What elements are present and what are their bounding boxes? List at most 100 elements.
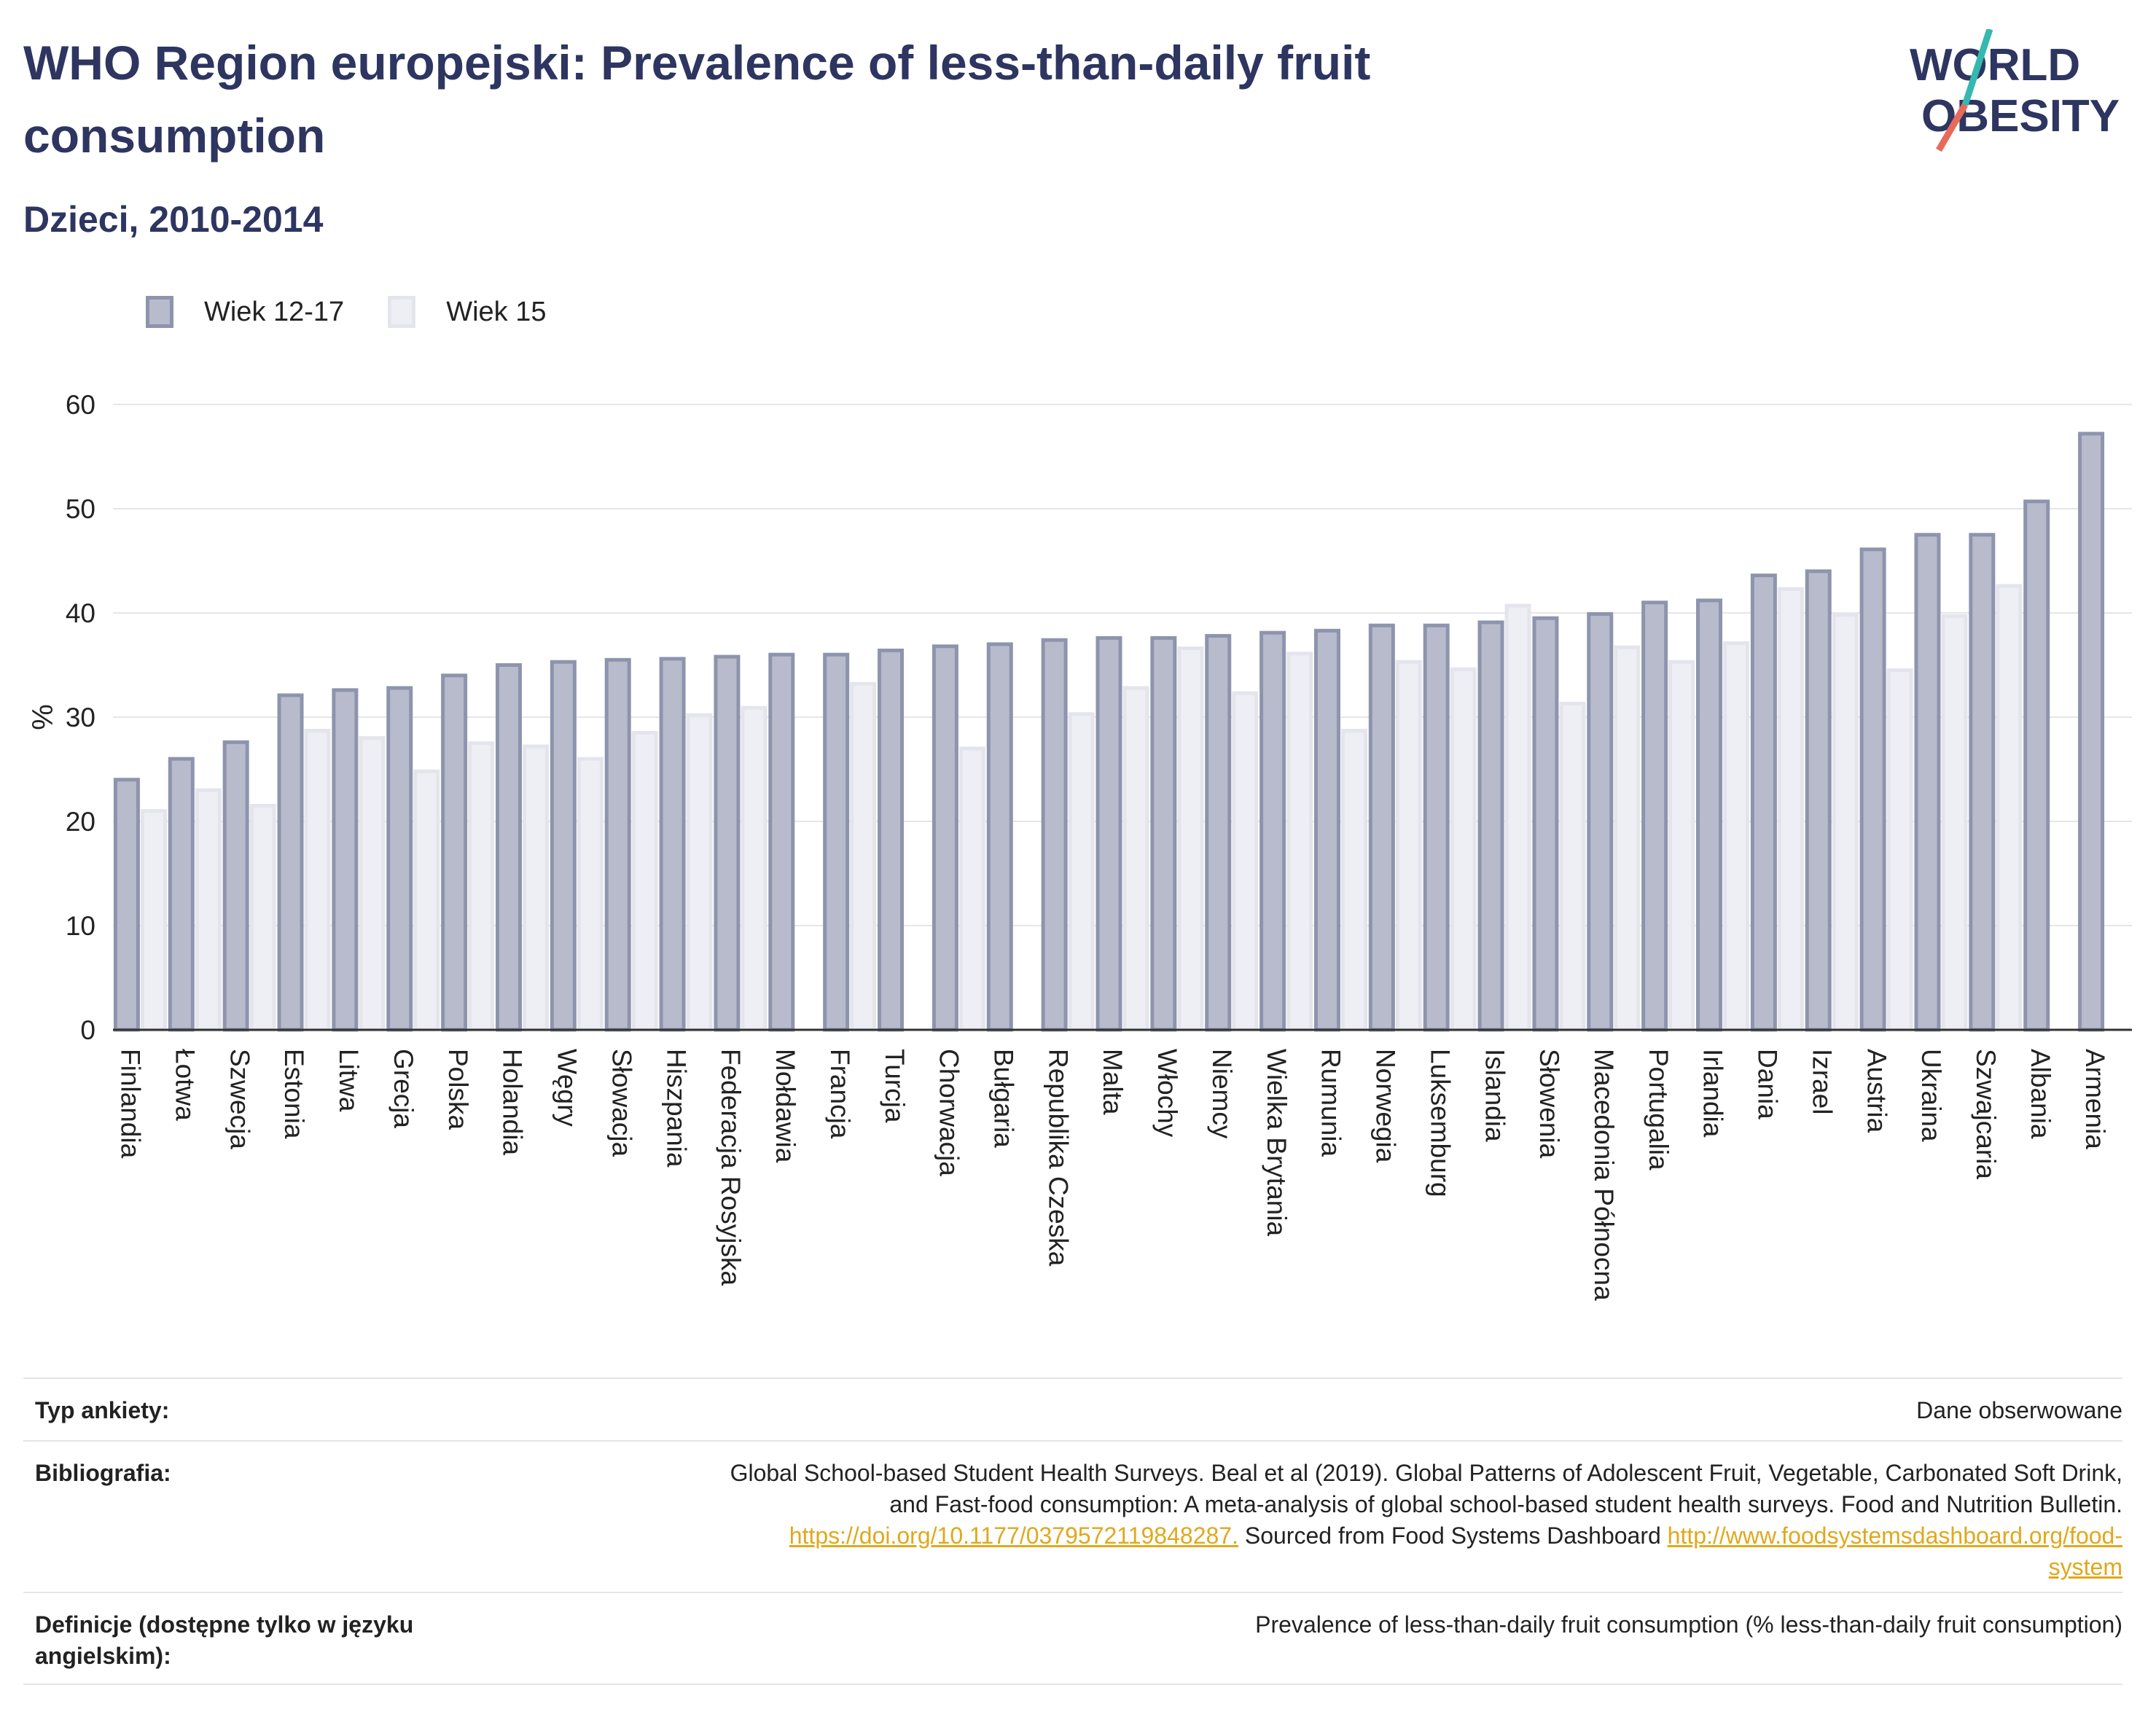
x-tick-label: Irlandia xyxy=(1698,1049,1728,1138)
bibliography-line-1: Global School-based Student Health Surve… xyxy=(730,1460,2122,1486)
bar-wiek-15 xyxy=(850,681,877,1032)
bar-wiek-12-17 xyxy=(168,757,195,1032)
bar-wiek-12-17 xyxy=(986,642,1013,1032)
bar-wiek-15 xyxy=(413,769,440,1032)
y-tick-label: 30 xyxy=(66,703,95,732)
bar-wiek-12-17 xyxy=(1150,636,1177,1032)
bar-wiek-15 xyxy=(1504,603,1531,1032)
x-tick-label: Dania xyxy=(1753,1049,1783,1119)
legend-item-wiek-12-17[interactable]: Wiek 12-17 xyxy=(146,296,344,328)
x-tick-label: Estonia xyxy=(279,1049,309,1139)
dashboard-link[interactable]: http://www.foodsystemsdashboard.org/food… xyxy=(1667,1522,2122,1549)
world-obesity-logo: WORLD OBESITY xyxy=(1910,29,2120,152)
legend-swatch-wiek-12-17 xyxy=(146,296,173,328)
bar-wiek-15 xyxy=(958,746,985,1032)
legend-swatch-wiek-15 xyxy=(388,296,416,328)
bar-wiek-15 xyxy=(1286,652,1313,1032)
x-tick-label: Malta xyxy=(1098,1049,1128,1115)
x-tick-label: Słowacja xyxy=(606,1049,636,1157)
bar-wiek-15 xyxy=(631,730,658,1032)
x-tick-label: Polska xyxy=(443,1049,473,1130)
bar-wiek-12-17 xyxy=(441,673,468,1032)
x-tick-label: Norwegia xyxy=(1371,1049,1401,1163)
bar-wiek-15 xyxy=(1068,712,1095,1032)
bar-wiek-15 xyxy=(1450,667,1477,1032)
legend: Wiek 12-17 Wiek 15 xyxy=(146,292,590,332)
bar-wiek-15 xyxy=(1177,646,1204,1032)
bar-wiek-12-17 xyxy=(768,652,795,1032)
logo-coral-stroke xyxy=(1936,103,1968,152)
x-tick-label: Holandia xyxy=(498,1049,528,1155)
bar-wiek-15 xyxy=(1122,686,1149,1032)
x-tick-label: Austria xyxy=(1862,1049,1891,1133)
x-tick-label: Węgry xyxy=(552,1049,582,1127)
bar-wiek-12-17 xyxy=(277,693,304,1032)
bar-wiek-15 xyxy=(1723,641,1750,1032)
bar-wiek-15 xyxy=(1340,729,1367,1032)
meta-bibliography-row: Bibliografia: Global School-based Studen… xyxy=(23,1440,2122,1593)
bar-wiek-15 xyxy=(1668,660,1695,1032)
bar-wiek-15 xyxy=(1832,613,1859,1032)
bar-wiek-12-17 xyxy=(1205,633,1232,1032)
x-tick-label: Francja xyxy=(825,1049,855,1139)
x-tick-label: Niemcy xyxy=(1207,1049,1237,1139)
bar-wiek-12-17 xyxy=(2078,431,2105,1032)
x-tick-label: Wielka Brytania xyxy=(1262,1049,1292,1236)
bar-wiek-12-17 xyxy=(1368,623,1395,1032)
x-tick-label: Islandia xyxy=(1480,1049,1509,1142)
y-tick-label: 60 xyxy=(66,390,95,420)
bar-wiek-12-17 xyxy=(1041,638,1068,1032)
y-tick-label: 50 xyxy=(66,494,95,524)
x-tick-label: Łotwa xyxy=(171,1049,200,1121)
bar-chart: 0 10 20 30 40 50 60% Finlandia Łotwa Szwecja Eston… xyxy=(27,390,2132,1301)
bar-wiek-12-17 xyxy=(1805,569,1832,1032)
survey-type-value: Dane obserwowane xyxy=(1916,1397,2122,1423)
x-tick-label: Grecja xyxy=(388,1049,418,1128)
bar-wiek-12-17 xyxy=(714,654,741,1032)
x-tick-label: Izrael xyxy=(1807,1049,1837,1114)
bar-wiek-12-17 xyxy=(113,778,140,1032)
y-axis-label: % xyxy=(27,704,59,730)
bibliography-line-4: system xyxy=(730,1552,2122,1583)
bar-wiek-15 xyxy=(140,809,167,1032)
meta-definitions-row: Definicje (dostępne tylko w języku angie… xyxy=(23,1592,2122,1685)
chart-title: WHO Region europejski: Prevalence of les… xyxy=(23,36,1371,163)
doi-link[interactable]: https://doi.org/10.1177/0379572119848287… xyxy=(789,1522,1238,1549)
bar-wiek-15 xyxy=(686,713,713,1032)
bar-wiek-12-17 xyxy=(1313,628,1340,1032)
bar-wiek-12-17 xyxy=(659,657,686,1032)
bar-wiek-12-17 xyxy=(1969,533,1996,1032)
bar-wiek-15 xyxy=(522,744,549,1032)
bar-wiek-15 xyxy=(1886,668,1913,1032)
bar-wiek-12-17 xyxy=(1914,533,1941,1032)
bar-wiek-12-17 xyxy=(604,657,631,1032)
x-tick-label: Portugalia xyxy=(1644,1049,1673,1170)
x-tick-label: Chorwacja xyxy=(934,1049,964,1176)
bar-wiek-15 xyxy=(1996,584,2023,1032)
logo-text-world: WORLD xyxy=(1910,40,2080,90)
bar-wiek-15 xyxy=(1395,660,1422,1032)
bar-wiek-12-17 xyxy=(1859,547,1886,1032)
x-tick-label: Szwecja xyxy=(224,1049,254,1149)
bibliography-value: Global School-based Student Health Surve… xyxy=(730,1458,2122,1583)
bar-wiek-15 xyxy=(741,705,768,1032)
logo-teal-stroke xyxy=(1961,29,1993,106)
bar-wiek-12-17 xyxy=(386,686,413,1032)
x-tick-label: Rumunia xyxy=(1316,1049,1346,1157)
legend-item-wiek-15[interactable]: Wiek 15 xyxy=(388,296,546,328)
x-tick-label: Republika Czeska xyxy=(1043,1049,1073,1267)
bar-wiek-12-17 xyxy=(332,688,359,1032)
definitions-label-line-2: angielskim): xyxy=(35,1643,171,1669)
x-tick-label: Mołdawia xyxy=(770,1049,800,1163)
bar-wiek-15 xyxy=(1232,691,1259,1032)
bar-wiek-12-17 xyxy=(1750,574,1777,1032)
bar-wiek-12-17 xyxy=(495,663,522,1032)
dashboard-link-continued[interactable]: system xyxy=(2048,1554,2122,1580)
legend-label: Wiek 15 xyxy=(446,296,547,327)
bar-wiek-15 xyxy=(1777,587,1804,1032)
bar-wiek-12-17 xyxy=(2023,499,2050,1032)
bar-wiek-15 xyxy=(304,729,331,1032)
bar-wiek-15 xyxy=(249,804,276,1032)
x-tick-label: Finlandia xyxy=(116,1049,146,1159)
bar-wiek-15 xyxy=(1614,645,1641,1032)
